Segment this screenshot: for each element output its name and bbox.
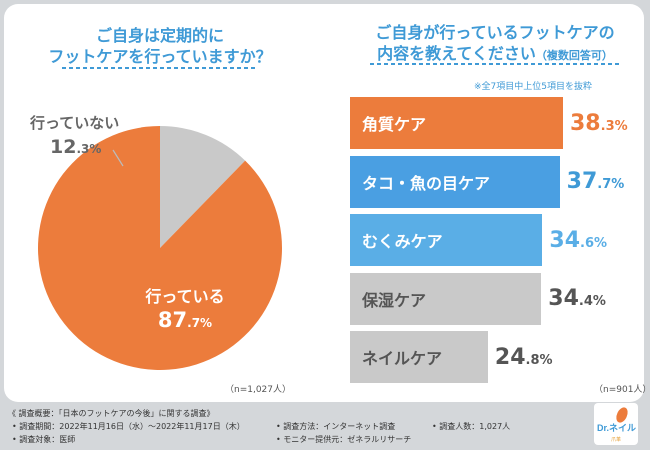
bar-label-0: 角質ケア — [362, 115, 427, 134]
footer-target: • 調査対象：医師 — [12, 435, 76, 444]
bar-label-2: むくみケア — [362, 232, 443, 251]
footer-period: • 調査期間：2022年11月16日（水）～2022年11月17日（木） — [12, 422, 245, 431]
q2-title: ご自身が行っているフットケアの 内容を教えてください（複数回答可） — [345, 22, 645, 66]
bar-value-4: 24.8% — [494, 344, 553, 370]
pie-value-not-doing: 12.3% — [50, 136, 102, 158]
q2-title-suffix: （複数回答可） — [535, 49, 613, 62]
bar-value-3: 34.4% — [548, 286, 606, 311]
logo-text: Dr.ネイル — [597, 423, 636, 433]
bar-2: むくみケア — [350, 214, 543, 266]
q1-title-underline — [62, 67, 258, 69]
q1-title-line1: ご自身は定期的に — [95, 26, 224, 45]
bar-value-1: 37.7% — [566, 169, 625, 194]
bar-label-1: タコ・魚の目ケア — [362, 173, 491, 193]
q1-sample-size: （n=1,027人） — [225, 385, 292, 395]
bar-value-2: 34.6% — [549, 227, 608, 253]
q2-note: ※全7項目中上位5項目を抜粋 — [474, 82, 592, 92]
survey-footer: 《 調査概要：「日本のフットケアの今後」に関する調査》 • 調査期間：2022年… — [4, 406, 594, 450]
bar-0: 角質ケア — [350, 97, 563, 149]
q2-title-line2: 内容を教えてください — [377, 44, 536, 63]
bar-label-3: 保湿ケア — [362, 290, 427, 310]
pie-label-not-doing: 行っていない — [30, 114, 120, 132]
bar-label-4: ネイルケア — [362, 349, 443, 368]
q1-title-line2: フットケアを行っていますか？ — [48, 47, 272, 66]
pie-label-doing: 行っている — [145, 287, 225, 306]
footer-method: • 調査方法：インターネット調査 — [276, 422, 396, 431]
q2-title-underline — [370, 63, 620, 65]
bar-value-0: 38.3% — [570, 110, 628, 136]
bar-1: タコ・魚の目ケア — [350, 155, 560, 208]
pie-value-doing: 87.7% — [157, 308, 213, 332]
pie-slice-doing — [37, 126, 282, 370]
q2-sample-size: （n=901人） — [594, 385, 650, 395]
footer-provider: • モニター提供元：ゼネラルリサーチ — [276, 435, 412, 444]
bar-3: 保湿ケア — [350, 272, 542, 325]
logo-subtext: 爪革 — [611, 436, 621, 443]
pie-leader-line — [112, 149, 124, 167]
footer-count: • 調査人数：1,027人 — [432, 422, 511, 431]
bar-4: ネイルケア — [350, 331, 488, 383]
footer-summary: 《 調査概要：「日本のフットケアの今後」に関する調査》 — [8, 409, 215, 418]
q2-title-line1: ご自身が行っているフットケアの — [375, 23, 615, 42]
dr-nail-logo: Dr.ネイル 爪革 — [594, 403, 638, 445]
q1-title: ご自身は定期的に フットケアを行っていますか？ — [40, 25, 280, 67]
pie-slice-not-doing — [160, 126, 246, 248]
